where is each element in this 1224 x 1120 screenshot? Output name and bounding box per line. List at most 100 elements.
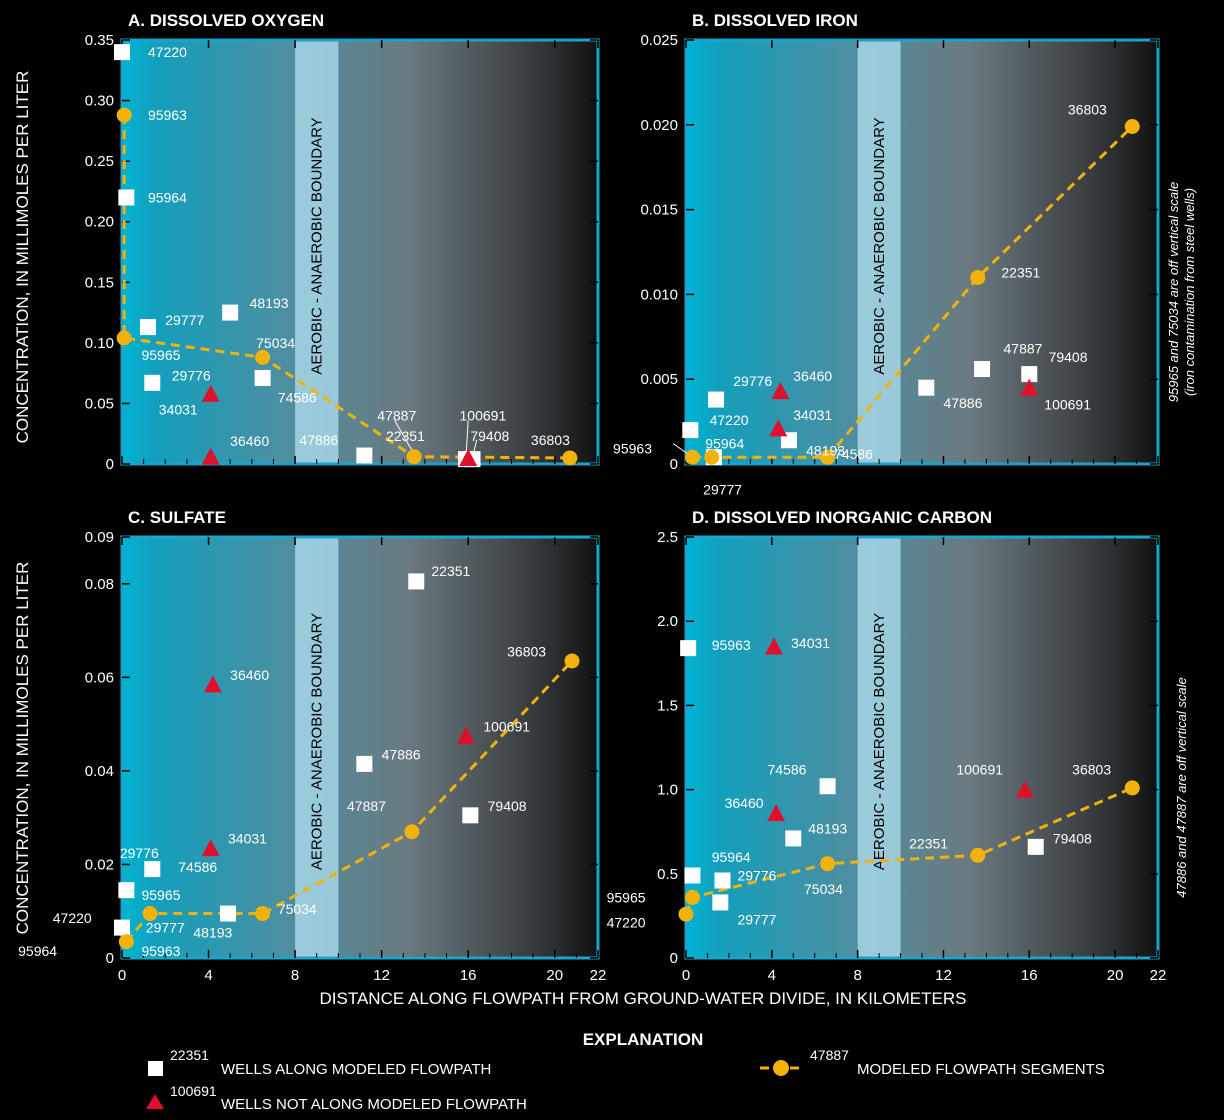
- point-label: 79408: [1049, 349, 1088, 365]
- boundary-label: AEROBIC - ANAEROBIC BOUNDARY: [309, 117, 326, 374]
- y-tick-label: 0.015: [640, 202, 678, 219]
- well-square-79408: [462, 807, 479, 824]
- point-label: 29777: [165, 312, 204, 328]
- y-tick-label: 0: [106, 456, 114, 473]
- point-label: 75034: [256, 335, 295, 351]
- point-label: 75034: [804, 881, 843, 897]
- well-square-47886: [918, 379, 935, 396]
- point-label: 95963: [148, 107, 187, 123]
- point-label: 74586: [178, 859, 217, 875]
- panel-dissolved-iron: AEROBIC - ANAEROBIC BOUNDARY B. DISSOLVED…: [613, 11, 1197, 497]
- point-label: 100691: [1044, 397, 1091, 413]
- legend-line-id: 47887: [810, 1047, 849, 1063]
- modeled-flowpath-line: [125, 659, 574, 943]
- legend-triangle-id: 100691: [170, 1083, 217, 1099]
- point-label: 95963: [712, 637, 751, 653]
- point-label: 29777: [737, 911, 776, 927]
- point-label: 47886: [299, 432, 338, 448]
- modeled-point-22351: [970, 269, 986, 285]
- plot-background: [122, 40, 598, 464]
- y-tick-label: 0.04: [85, 763, 114, 780]
- well-triangle-100691: [459, 448, 478, 466]
- label-leader-line: [394, 420, 415, 455]
- x-tick-label: 22: [590, 967, 607, 984]
- point-label: 48193: [250, 295, 289, 311]
- point-label: 36460: [230, 433, 269, 449]
- point-label: 22351: [909, 835, 948, 851]
- label-leader-line: [465, 420, 469, 457]
- well-square-95963: [680, 640, 697, 657]
- x-tick-label: 16: [1021, 967, 1038, 984]
- side-note: 47886 and 47887 are off vertical scale: [1174, 677, 1189, 897]
- y-tick-label: 0.20: [85, 214, 114, 231]
- explanation-title: EXPLANATION: [583, 1030, 704, 1049]
- modeled-point-74586: [820, 449, 836, 465]
- point-label: 74586: [768, 761, 807, 777]
- point-label: 47220: [53, 910, 92, 926]
- point-label: 95965: [141, 887, 180, 903]
- y-tick-label: 0.005: [640, 371, 678, 388]
- aerobic-boundary-band: [295, 537, 339, 958]
- x-tick-label: 20: [546, 967, 563, 984]
- well-square-95965: [118, 882, 135, 899]
- well-square-29776: [714, 872, 731, 889]
- point-label: 75034: [278, 901, 317, 917]
- well-square-79408: [1021, 366, 1038, 383]
- well-square-22351: [408, 573, 425, 590]
- x-tick-label: 8: [291, 967, 299, 984]
- point-label: 36460: [725, 795, 764, 811]
- side-note: 95965 and 75034 are off vertical scale: [1166, 182, 1181, 402]
- modeled-point-36803: [564, 653, 580, 669]
- x-tick-label: 4: [768, 967, 776, 984]
- y-tick-label: 0.05: [85, 395, 114, 412]
- point-label: 29777: [703, 481, 742, 497]
- well-square-74586: [254, 369, 271, 386]
- modeled-point-36803: [562, 450, 578, 466]
- point-label: 29776: [120, 845, 159, 861]
- y-tick-label: 1.5: [657, 697, 678, 714]
- y-tick-label: 0.25: [85, 153, 114, 170]
- explanation-legend: EXPLANATION 22351 WELLS ALONG MODELED FL…: [146, 1030, 1105, 1113]
- point-label: 74586: [834, 446, 873, 462]
- modeled-point-75034: [255, 906, 271, 922]
- modeled-point-95965: [684, 889, 700, 905]
- well-triangle-36460: [203, 675, 222, 693]
- modeled-point-47887: [404, 824, 420, 840]
- well-square-29777: [712, 894, 729, 911]
- point-label: 100691: [460, 408, 507, 424]
- y-tick-label: 0: [670, 950, 678, 967]
- point-label: 79408: [1053, 830, 1092, 846]
- point-label: 36803: [1068, 102, 1107, 118]
- y-tick-label: 0.06: [85, 669, 114, 686]
- point-label: 95964: [712, 849, 751, 865]
- well-triangle-36460: [767, 804, 786, 822]
- point-label: 29776: [172, 368, 211, 384]
- point-label: 34031: [159, 401, 198, 417]
- well-square-47886: [356, 447, 373, 464]
- well-square-48193: [220, 905, 237, 922]
- point-label: 95963: [613, 441, 652, 457]
- well-square-29777: [139, 319, 156, 336]
- point-label: 74586: [278, 389, 317, 405]
- point-label: 34031: [793, 407, 832, 423]
- chart-title: D. DISSOLVED INORGANIC CARBON: [692, 508, 992, 527]
- y-axis-label-bottom: CONCENTRATION, IN MILLIMOLES PER LITER: [13, 562, 32, 935]
- modeled-point-47220: [678, 906, 694, 922]
- x-tick-label: 4: [204, 967, 212, 984]
- point-label: 95964: [705, 436, 744, 452]
- y-tick-label: 1.0: [657, 782, 678, 799]
- point-label: 47220: [148, 44, 187, 60]
- x-tick-label: 0: [682, 967, 690, 984]
- modeled-point-36803: [1124, 118, 1140, 134]
- well-square-47886: [356, 755, 373, 772]
- point-label: 36803: [531, 432, 570, 448]
- well-square-79408: [1027, 838, 1044, 855]
- modeled-point-47220: [704, 449, 720, 465]
- point-label: 47887: [347, 798, 386, 814]
- well-square-95964: [118, 189, 135, 206]
- well-triangle-34031: [201, 384, 220, 402]
- well-square-74586: [819, 778, 836, 795]
- point-label: 79408: [488, 798, 527, 814]
- point-label: 22351: [1001, 264, 1040, 280]
